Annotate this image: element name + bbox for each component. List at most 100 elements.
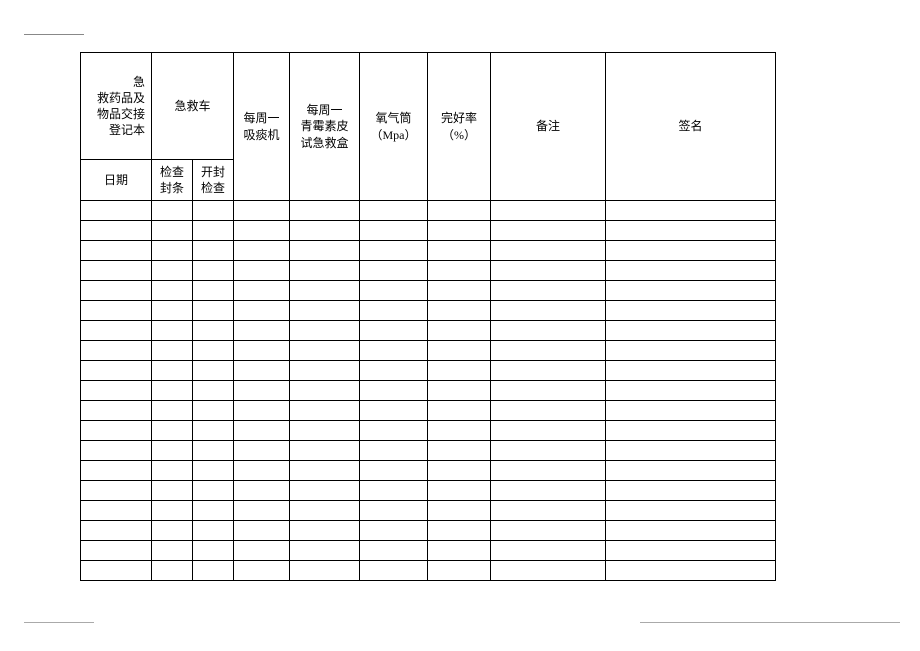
table-cell [360,321,428,341]
table-cell [428,361,491,381]
bottom-rule-right [640,622,900,623]
form-container: 急 救药品及 物品交接 登记本 急救车 每周一 吸痰机 每周一 青霉素皮 试急救… [80,52,776,581]
table-cell [152,561,193,581]
table-cell [193,301,234,321]
table-cell [152,441,193,461]
col-check-seal: 检查 封条 [152,160,193,201]
table-cell [193,361,234,381]
col-oxygen: 氧气筒 （Mpa） [360,53,428,201]
table-cell [606,201,776,221]
table-cell [360,361,428,381]
table-cell [81,381,152,401]
table-cell [491,341,606,361]
table-cell [193,501,234,521]
table-cell [606,501,776,521]
table-cell [428,421,491,441]
table-cell [152,341,193,361]
table-cell [152,361,193,381]
table-cell [290,241,360,261]
table-row [81,501,776,521]
table-cell [606,221,776,241]
table-cell [360,461,428,481]
table-cell [428,221,491,241]
table-cell [606,341,776,361]
table-cell [234,321,290,341]
table-cell [428,241,491,261]
table-cell [81,421,152,441]
table-cell [491,381,606,401]
handover-register-table: 急 救药品及 物品交接 登记本 急救车 每周一 吸痰机 每周一 青霉素皮 试急救… [80,52,776,581]
table-cell [290,301,360,321]
table-cell [360,421,428,441]
table-cell [491,481,606,501]
table-cell [193,521,234,541]
table-cell [193,221,234,241]
table-cell [491,401,606,421]
table-cell [234,401,290,421]
table-cell [234,281,290,301]
table-cell [193,201,234,221]
table-cell [290,321,360,341]
table-cell [234,361,290,381]
table-cell [606,381,776,401]
table-cell [234,421,290,441]
table-cell [81,481,152,501]
table-cell [360,221,428,241]
table-cell [491,361,606,381]
table-cell [152,381,193,401]
table-cell [234,341,290,361]
table-cell [491,281,606,301]
table-cell [234,441,290,461]
table-row [81,441,776,461]
table-cell [360,441,428,461]
table-cell [81,261,152,281]
table-cell [81,301,152,321]
table-cell [606,441,776,461]
table-cell [81,541,152,561]
table-cell [360,281,428,301]
table-cell [81,521,152,541]
table-cell [152,301,193,321]
table-cell [290,381,360,401]
table-cell [428,481,491,501]
table-cell [606,321,776,341]
table-cell [193,481,234,501]
table-cell [290,481,360,501]
table-cell [152,461,193,481]
table-cell [290,201,360,221]
table-cell [428,201,491,221]
table-cell [428,521,491,541]
table-cell [606,261,776,281]
table-cell [360,241,428,261]
table-cell [152,521,193,541]
table-cell [606,241,776,261]
table-cell [491,461,606,481]
table-cell [193,341,234,361]
table-cell [152,281,193,301]
table-cell [606,461,776,481]
table-cell [491,201,606,221]
table-row [81,301,776,321]
table-row [81,201,776,221]
table-cell [360,401,428,421]
table-cell [81,221,152,241]
table-cell [360,501,428,521]
table-cell [428,281,491,301]
table-cell [606,301,776,321]
col-rate: 完好率 （%） [428,53,491,201]
top-rule [24,34,84,35]
table-row [81,361,776,381]
table-cell [234,221,290,241]
table-cell [290,401,360,421]
table-cell [234,501,290,521]
table-cell [491,241,606,261]
table-cell [606,361,776,381]
table-cell [81,321,152,341]
table-cell [81,341,152,361]
table-cell [234,301,290,321]
table-cell [234,241,290,261]
table-cell [193,461,234,481]
table-cell [193,541,234,561]
table-row [81,401,776,421]
table-row [81,221,776,241]
